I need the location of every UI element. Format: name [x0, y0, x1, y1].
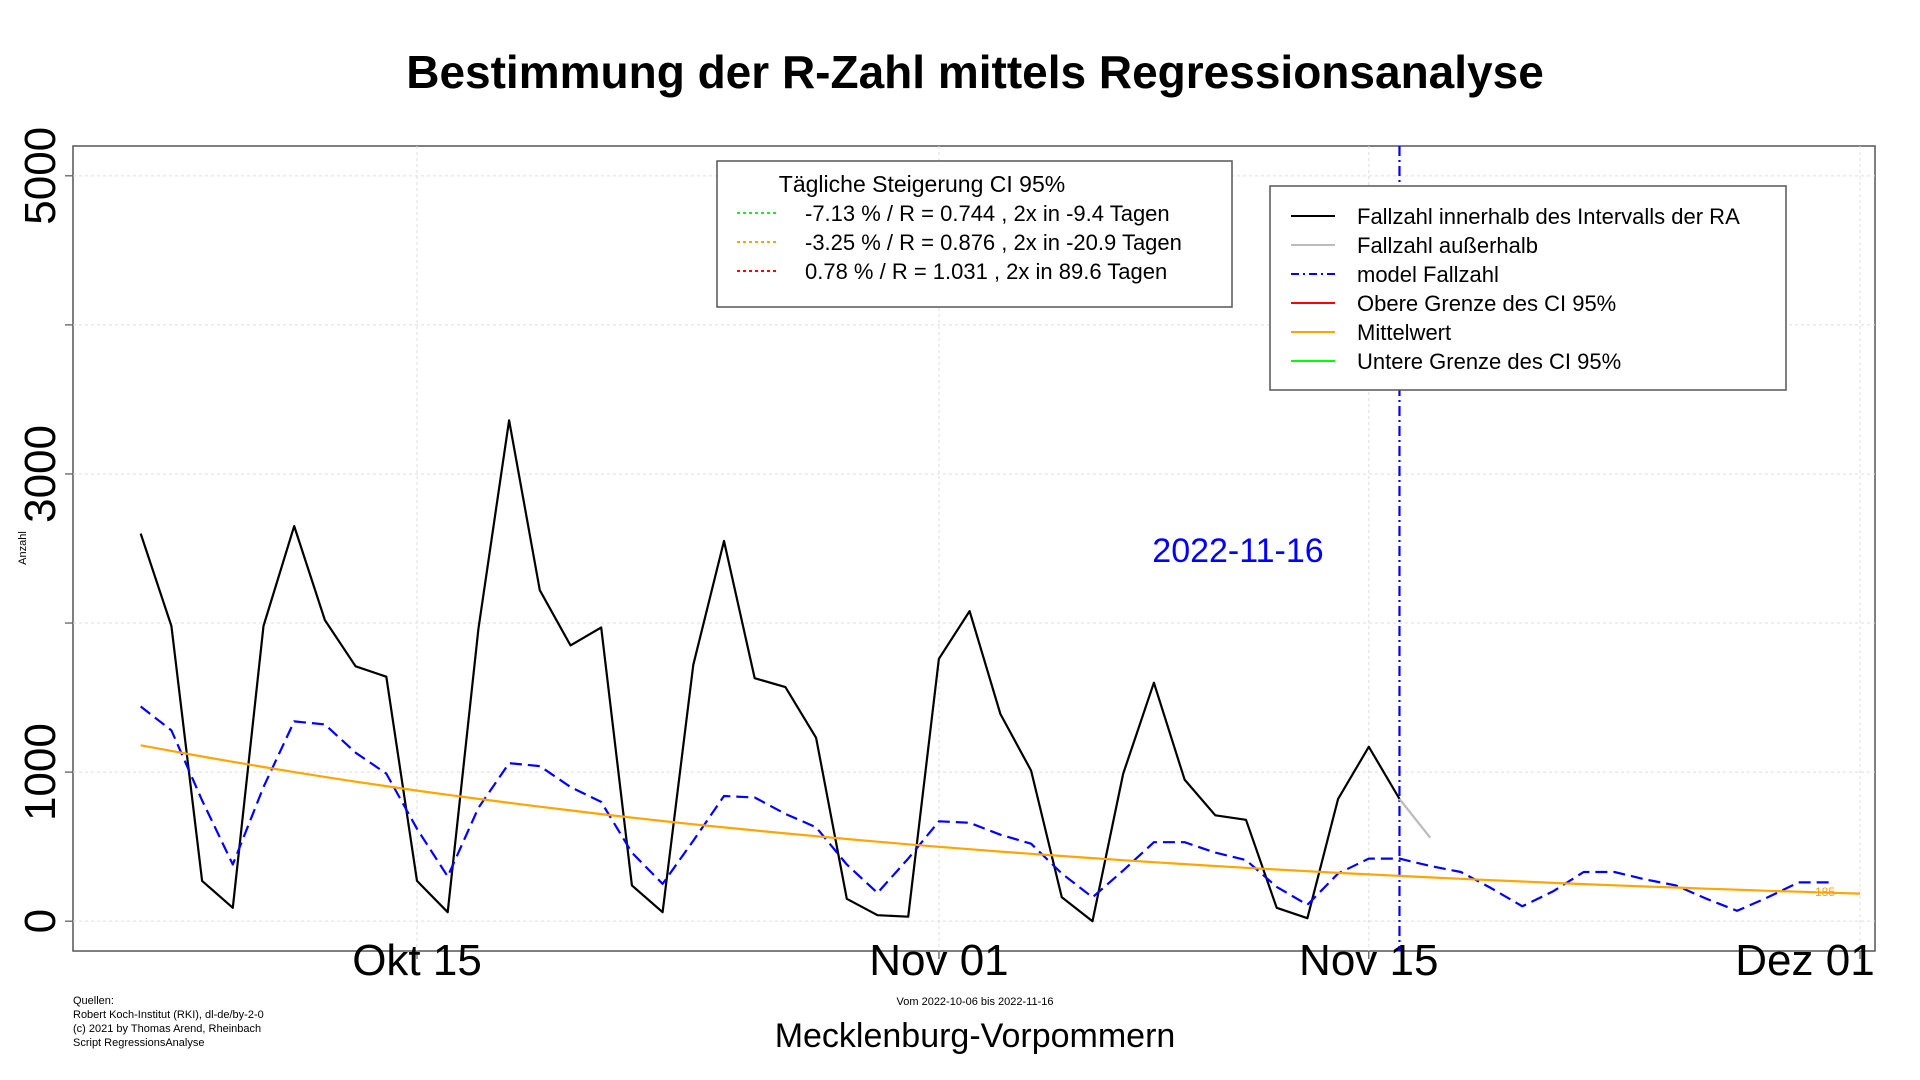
series-line-2 — [140, 705, 1830, 912]
x-axis-label: Mecklenburg-Vorpommern — [775, 1017, 1176, 1055]
y-tick-label: 0 — [16, 909, 65, 933]
sources-line: Script RegressionsAnalyse — [73, 1037, 204, 1049]
x-tick-label: Nov 01 — [869, 936, 1008, 985]
ci-legend-text: -3.25 % / R = 0.876 , 2x in -20.9 Tagen — [805, 230, 1182, 255]
series-layer — [139, 146, 1861, 951]
end-value-label: 185 — [1815, 885, 1835, 899]
sources-note: Quellen: Robert Koch-Institut (RKI), dl-… — [73, 995, 264, 1049]
y-tick-label: 3000 — [16, 425, 65, 523]
x-tick-label: Okt 15 — [352, 936, 482, 985]
sources-line: (c) 2021 by Thomas Arend, Rheinbach — [73, 1023, 261, 1035]
series-legend-text: model Fallzahl — [1357, 262, 1499, 287]
series-line-0 — [139, 419, 1401, 923]
chart-title: Bestimmung der R-Zahl mittels Regression… — [406, 46, 1544, 98]
marker-date-label: 2022-11-16 — [1152, 532, 1323, 570]
series-line-4 — [140, 744, 1861, 895]
ci-legend: Tägliche Steigerung CI 95% -7.13 % / R =… — [716, 160, 1233, 308]
sources-line: Quellen: — [73, 995, 114, 1007]
series-legend: Fallzahl innerhalb des Intervalls der RA… — [1269, 185, 1787, 391]
series-legend-text: Untere Grenze des CI 95% — [1357, 349, 1621, 374]
y-tick-label: 1000 — [16, 723, 65, 821]
series-legend-text: Obere Grenze des CI 95% — [1357, 291, 1616, 316]
y-tick-label: 5000 — [16, 127, 65, 225]
chart-subtitle: Vom 2022-10-06 bis 2022-11-16 — [897, 996, 1054, 1008]
series-legend-text: Fallzahl außerhalb — [1357, 233, 1538, 258]
x-tick-label: Dez 01 — [1735, 936, 1874, 985]
ci-legend-text: -7.13 % / R = 0.744 , 2x in -9.4 Tagen — [805, 201, 1170, 226]
plot-frame — [72, 145, 1876, 952]
sources-line: Robert Koch-Institut (RKI), dl-de/by-2-0 — [73, 1009, 264, 1021]
y-axis-label: Anzahl — [17, 531, 29, 565]
series-legend-text: Fallzahl innerhalb des Intervalls der RA — [1357, 204, 1740, 229]
ci-legend-title: Tägliche Steigerung CI 95% — [779, 171, 1065, 197]
series-legend-text: Mittelwert — [1357, 320, 1451, 345]
series-line-1 — [1398, 798, 1432, 839]
axes: 0 1000 3000 5000 Okt 15 Nov 01 Nov 15 Dez 01 — [16, 127, 1875, 985]
x-tick-label: Nov 15 — [1299, 936, 1438, 985]
ci-legend-text: 0.78 % / R = 1.031 , 2x in 89.6 Tagen — [805, 259, 1167, 284]
